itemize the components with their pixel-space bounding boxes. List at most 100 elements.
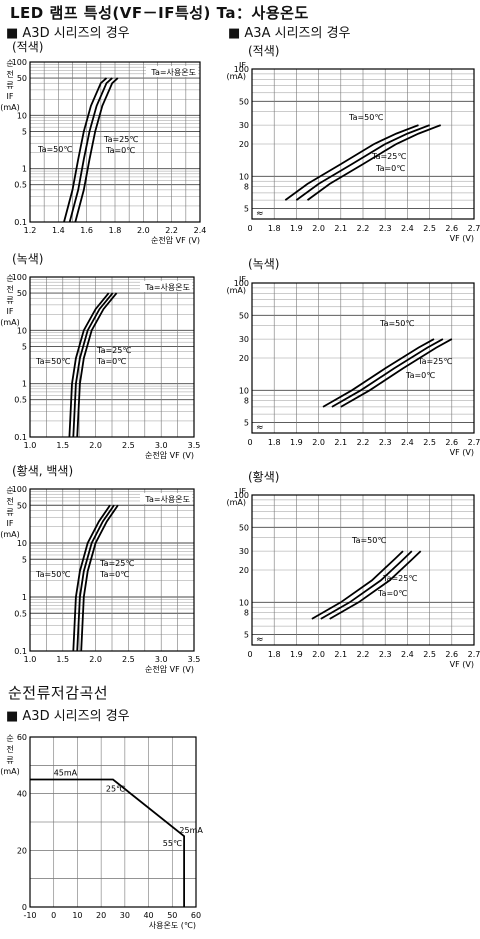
a3d-yellow-series-label-2: Ta=0℃ bbox=[99, 570, 129, 579]
derating-annotation-25c: 25℃ bbox=[106, 785, 125, 794]
a3d-derating-ytick: 60 bbox=[17, 733, 27, 742]
a3a-green-series-0 bbox=[322, 338, 435, 408]
a3d-derating-xtick: 40 bbox=[143, 911, 153, 920]
a3a-red-xtick: 2.5 bbox=[423, 224, 436, 233]
a3d-red-xlabel: 순전압 VF (V) bbox=[151, 235, 200, 245]
derating-annotation-55c: 55℃ bbox=[163, 839, 182, 848]
a3d-derating-xtick: 50 bbox=[167, 911, 177, 920]
a3d-yellow-series-1 bbox=[76, 504, 115, 652]
a3a-yellow-xtick: 2.3 bbox=[379, 650, 392, 659]
a3d-red-ytick: 100 bbox=[12, 58, 27, 67]
a3d-derating-xtick: 60 bbox=[191, 911, 201, 920]
a3d-green-xtick: 2.0 bbox=[89, 441, 102, 450]
a3d-red-series-label-0: Ta=50℃ bbox=[37, 145, 72, 154]
a3a-green-xlabel: VF (V) bbox=[450, 448, 474, 457]
a3a-yellow-chart: 5 8 10 20 30 50 100 0 1.8 1.9 2.0 2.1 2.2 2.3 2.4 2.5 2.… bbox=[226, 487, 480, 669]
a3d-yellow-ytick: 1 bbox=[22, 593, 27, 602]
derating-annotation-25ma: 25mA bbox=[179, 826, 203, 835]
a3a-red-xtick: 2.1 bbox=[334, 224, 347, 233]
a3d-yellow-series-label-1: Ta=25℃ bbox=[99, 559, 134, 568]
a3a-yellow-ytick: 30 bbox=[239, 547, 249, 556]
a3a-red-xtick: 2.4 bbox=[401, 224, 414, 233]
a3d-green-series-label-0: Ta=50℃ bbox=[35, 357, 70, 366]
a3a-yellow-series-1 bbox=[320, 550, 413, 620]
a3a-green-chart: 5 8 10 20 30 50 100 0 1.8 1.9 2.0 2.1 2.2 2.3 2.4 2.5 2.… bbox=[226, 275, 480, 457]
yellow-right-subtitle: (황색) bbox=[248, 470, 280, 484]
red-left-subtitle: (적색) bbox=[12, 40, 44, 54]
a3d-green-series-2 bbox=[76, 292, 118, 438]
a3a-red-ytick: 20 bbox=[239, 140, 249, 149]
a3a-yellow-xtick: 2.4 bbox=[401, 650, 414, 659]
a3d-green-xtick: 3.0 bbox=[155, 441, 168, 450]
a3a-yellow-axis-break: ≈ bbox=[256, 635, 264, 645]
a3a-yellow-series-0 bbox=[311, 550, 404, 620]
a3d-derating-frame bbox=[29, 736, 197, 908]
a3d-yellow-xtick: 2.5 bbox=[122, 655, 135, 664]
a3d-green-ylabel: IF bbox=[7, 307, 14, 316]
a3a-green-xtick: 2.6 bbox=[445, 438, 458, 447]
a3d-derating-ylabel: 전 bbox=[6, 744, 13, 754]
a3d-yellow-legend: Ta=사용온도 bbox=[144, 495, 190, 504]
a3a-green-ytick: 30 bbox=[239, 335, 249, 344]
a3d-red-xtick: 1.2 bbox=[24, 226, 37, 235]
derating-annotation-45ma: 45mA bbox=[54, 769, 78, 778]
a3d-yellow-series-label-0: Ta=50℃ bbox=[35, 570, 70, 579]
a3a-yellow-ytick: 20 bbox=[239, 566, 249, 575]
a3a-green-xtick: 2.4 bbox=[401, 438, 414, 447]
a3d-red-ytick: 5 bbox=[22, 127, 27, 136]
a3d-green-xtick: 3.5 bbox=[188, 441, 201, 450]
a3a-red-xtick: 1.9 bbox=[290, 224, 303, 233]
a3a-red-series-1 bbox=[295, 124, 430, 201]
a3a-yellow-ytick: 10 bbox=[239, 598, 249, 607]
a3d-red-xtick: 2.2 bbox=[165, 226, 178, 235]
a3a-red-series-label-1: Ta=25℃ bbox=[371, 152, 406, 161]
a3d-green-series-label-1: Ta=25℃ bbox=[96, 346, 131, 355]
a3a-yellow-ytick: 8 bbox=[244, 609, 249, 618]
a3d-derating-xtick: 0 bbox=[51, 911, 56, 920]
a3a-yellow-xtick: 2.6 bbox=[445, 650, 458, 659]
a3d-yellow-series-0 bbox=[72, 504, 111, 652]
a3d-green-ylabel: 류 bbox=[6, 296, 13, 305]
a3d-derating-xtick: -10 bbox=[23, 911, 36, 920]
a3a-yellow-xtick: 2.1 bbox=[334, 650, 347, 659]
page-title: LED 램프 특성(VF－IF특성) Ta：사용온도 bbox=[10, 4, 309, 22]
a3d-yellow-ylabel: 전 bbox=[6, 496, 13, 506]
a3d-red-series-label-2: Ta=0℃ bbox=[105, 146, 135, 155]
a3d-green-ytick: 10 bbox=[17, 326, 27, 335]
a3d-yellow-xlabel: 순전압 VF (V) bbox=[145, 664, 194, 674]
a3d-red-series-1 bbox=[68, 77, 113, 223]
a3a-green-series-label-1: Ta=25℃ bbox=[417, 357, 452, 366]
a3d-red-xtick: 1.6 bbox=[80, 226, 93, 235]
a3a-red-xtick: 2.0 bbox=[312, 224, 325, 233]
a3d-yellow-xtick: 1.5 bbox=[56, 655, 69, 664]
a3a-red-xtick: 2.6 bbox=[445, 224, 458, 233]
a3a-green-ytick: 10 bbox=[239, 386, 249, 395]
a3d-derating-ytick: 20 bbox=[17, 846, 27, 855]
a3a-yellow-xtick: 2.5 bbox=[423, 650, 436, 659]
a3a-red-ytick: 8 bbox=[244, 183, 249, 192]
a3d-derating-ylabel: 류 bbox=[6, 756, 13, 765]
a3a-yellow-ytick: 50 bbox=[239, 523, 249, 532]
derating-title: 순전류저감곡선 bbox=[8, 684, 109, 702]
a3a-green-ytick: 5 bbox=[244, 419, 249, 428]
a3d-yellow-ylabel: (mA) bbox=[0, 530, 20, 539]
a3d-yellow-ytick: 10 bbox=[17, 539, 27, 548]
a3d-green-ytick: 100 bbox=[12, 273, 27, 282]
yellow-left-subtitle: (황색, 백색) bbox=[12, 464, 74, 478]
a3a-yellow-series-2 bbox=[329, 550, 422, 620]
a3d-green-series-label-2: Ta=0℃ bbox=[96, 357, 126, 366]
a3d-derating-xtick: 10 bbox=[72, 911, 82, 920]
a3a-green-xtick: 0 bbox=[247, 438, 252, 447]
a3d-derating-ylabel: 순 bbox=[6, 734, 13, 743]
a3a-green-series-label-2: Ta=0℃ bbox=[405, 371, 435, 380]
a3a-yellow-xtick: 1.8 bbox=[268, 650, 281, 659]
a3d-red-xtick: 2.4 bbox=[194, 226, 207, 235]
a3d-green-xtick: 2.5 bbox=[122, 441, 135, 450]
a3a-green-xtick: 2.2 bbox=[357, 438, 370, 447]
a3d-red-chart: 0.1 0.5 1 5 10 50 100 1.2 1.4 1.6 1.8 2.0 2.2 2.4 순전류I… bbox=[0, 58, 206, 245]
a3d-derating-ytick: 0 bbox=[22, 903, 27, 912]
a3a-yellow-xtick: 0 bbox=[247, 650, 252, 659]
a3a-red-chart: 5 8 10 20 30 50 100 0 1.8 1.9 2.0 2.1 2.2 2.3 2.4 2.5 2.… bbox=[226, 61, 480, 243]
a3a-green-ytick: 20 bbox=[239, 354, 249, 363]
a3a-yellow-series-label-0: Ta=50℃ bbox=[351, 536, 386, 545]
